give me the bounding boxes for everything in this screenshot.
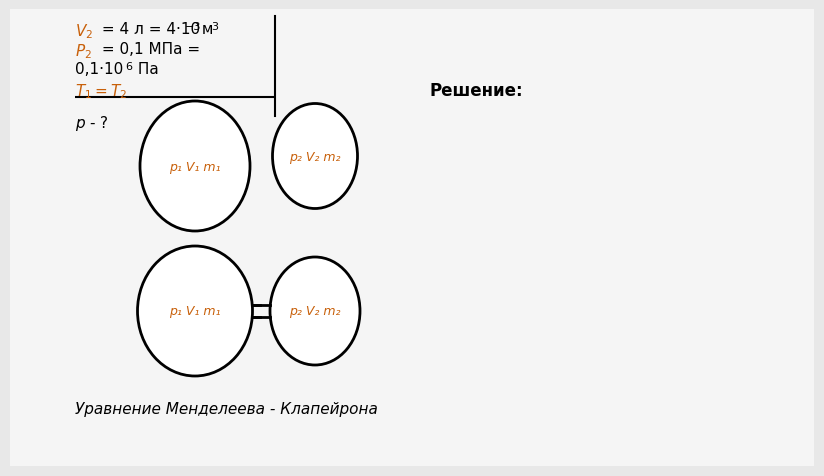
Text: 3: 3 [211,22,218,32]
Text: = 0,1 МПа =: = 0,1 МПа = [97,42,200,57]
Ellipse shape [273,104,358,209]
Text: $P_2$: $P_2$ [75,42,91,60]
Text: 6: 6 [125,62,132,72]
Text: Решение:: Решение: [430,82,523,100]
Text: $p$ - ?: $p$ - ? [75,114,109,133]
Text: м: м [197,22,213,37]
Text: Уравнение Менделеева - Клапейрона: Уравнение Менделеева - Клапейрона [75,401,378,416]
Text: $V_2$: $V_2$ [75,22,93,40]
Text: p₁ V₁ m₁: p₁ V₁ m₁ [169,160,221,173]
Text: $T_1 = T_2$: $T_1 = T_2$ [75,82,127,100]
Text: p₁ V₁ m₁: p₁ V₁ m₁ [169,305,221,318]
Text: = 4 л = 4·10: = 4 л = 4·10 [97,22,200,37]
Text: −3: −3 [185,22,201,32]
Text: p₂ V₂ m₂: p₂ V₂ m₂ [289,150,341,163]
FancyBboxPatch shape [10,10,814,466]
Ellipse shape [270,258,360,365]
Ellipse shape [140,102,250,231]
Text: Па: Па [133,62,159,77]
Text: p₂ V₂ m₂: p₂ V₂ m₂ [289,305,341,318]
Text: 0,1·10: 0,1·10 [75,62,124,77]
Ellipse shape [138,247,252,376]
